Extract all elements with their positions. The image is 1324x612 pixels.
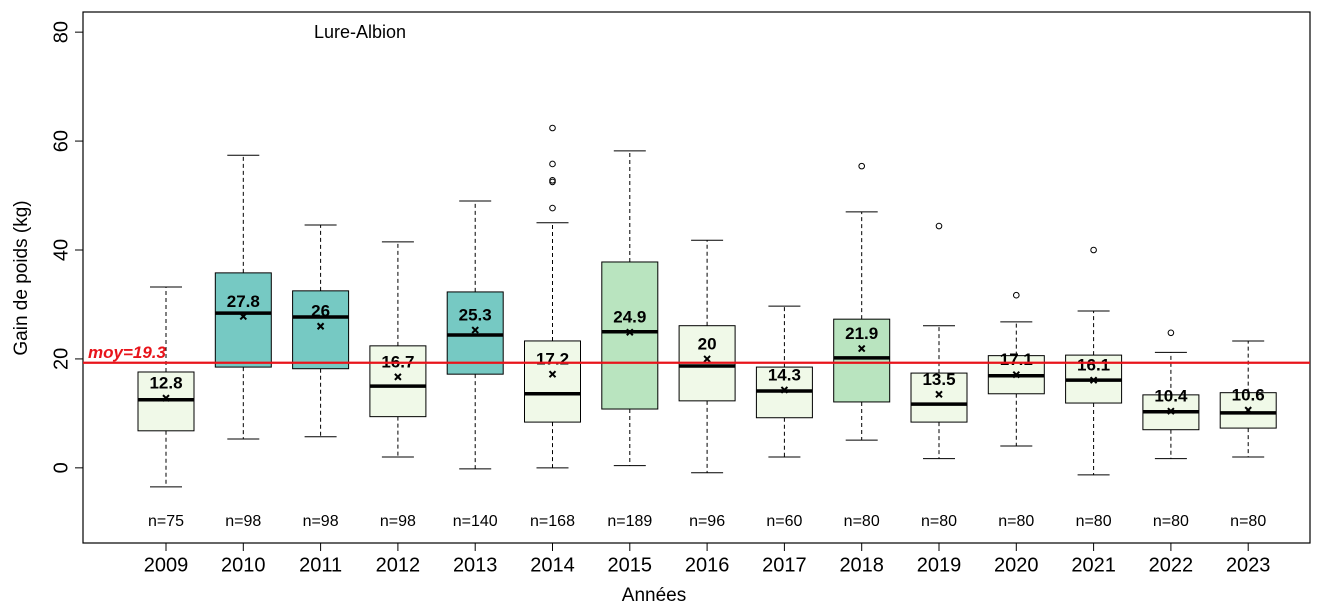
n-label: n=80 bbox=[1230, 513, 1266, 530]
outlier bbox=[1090, 246, 1097, 254]
x-tick-label: 2015 bbox=[608, 554, 653, 576]
n-label: n=80 bbox=[1076, 513, 1112, 530]
box bbox=[214, 272, 272, 368]
n-label: n=96 bbox=[689, 513, 725, 530]
x-tick-label: 2023 bbox=[1226, 554, 1271, 576]
outlier bbox=[1013, 291, 1020, 299]
mean-label: 16.1 bbox=[1077, 356, 1110, 375]
box bbox=[292, 290, 350, 370]
n-label: n=189 bbox=[607, 513, 652, 530]
outlier bbox=[549, 124, 556, 132]
overall-mean-label: moy=19.3 bbox=[88, 343, 167, 362]
mean-label: 20 bbox=[698, 334, 717, 353]
x-tick-label: 2016 bbox=[685, 554, 730, 576]
mean-marker bbox=[703, 355, 711, 363]
outlier bbox=[1167, 329, 1175, 337]
x-tick-label: 2009 bbox=[144, 554, 189, 576]
mean-marker bbox=[239, 312, 248, 321]
mean-marker bbox=[1012, 371, 1021, 379]
outlier bbox=[549, 204, 556, 212]
mean-marker bbox=[1167, 407, 1175, 415]
mean-label: 12.8 bbox=[149, 374, 182, 393]
n-label: n=98 bbox=[225, 513, 261, 530]
plot-frame bbox=[82, 11, 1311, 544]
mean-label: 27.8 bbox=[227, 292, 260, 311]
n-label: n=168 bbox=[530, 513, 575, 530]
mean-label: 25.3 bbox=[459, 306, 492, 325]
y-axis-label: Gain de poids (kg) bbox=[11, 200, 32, 355]
box bbox=[910, 372, 968, 423]
n-label: n=80 bbox=[1153, 513, 1189, 530]
x-tick-label: 2013 bbox=[453, 554, 498, 576]
mean-marker bbox=[780, 386, 789, 394]
box bbox=[833, 318, 891, 403]
y-tick-label: 0 bbox=[50, 462, 72, 473]
outlier bbox=[549, 176, 556, 184]
mean-marker bbox=[1244, 406, 1252, 414]
box bbox=[524, 340, 581, 423]
mean-label: 21.9 bbox=[845, 324, 878, 343]
y-tick-label: 40 bbox=[50, 239, 72, 261]
x-tick-label: 2017 bbox=[762, 554, 807, 576]
mean-label: 17.2 bbox=[536, 350, 569, 369]
n-label: n=98 bbox=[380, 513, 416, 530]
x-tick-label: 2021 bbox=[1071, 554, 1116, 576]
mean-label: 10.4 bbox=[1154, 387, 1188, 406]
n-label: n=80 bbox=[921, 513, 957, 530]
x-axis-label: Années bbox=[622, 585, 686, 606]
outlier bbox=[549, 160, 556, 168]
mean-marker bbox=[394, 373, 402, 381]
n-label: n=140 bbox=[453, 513, 498, 530]
mean-marker bbox=[626, 328, 634, 336]
n-label: n=60 bbox=[766, 513, 802, 530]
mean-label: 24.9 bbox=[613, 308, 646, 327]
chart-title: Lure-Albion bbox=[314, 22, 406, 42]
n-label: n=80 bbox=[844, 513, 880, 530]
mean-label: 13.5 bbox=[922, 370, 955, 389]
x-tick-label: 2022 bbox=[1149, 554, 1194, 576]
n-label: n=80 bbox=[998, 513, 1034, 530]
x-tick-label: 2018 bbox=[839, 554, 884, 576]
n-label: n=98 bbox=[303, 513, 339, 530]
mean-label: 26 bbox=[311, 302, 330, 321]
mean-marker bbox=[935, 390, 943, 399]
mean-marker bbox=[857, 344, 866, 353]
x-tick-label: 2020 bbox=[994, 554, 1039, 576]
mean-marker bbox=[316, 322, 325, 330]
x-tick-label: 2012 bbox=[376, 554, 421, 576]
mean-label: 10.6 bbox=[1232, 386, 1265, 405]
y-tick-label: 80 bbox=[50, 21, 72, 43]
mean-marker bbox=[471, 326, 479, 334]
box bbox=[369, 345, 427, 418]
x-tick-label: 2014 bbox=[530, 554, 575, 576]
mean-marker bbox=[548, 370, 557, 378]
y-tick-label: 20 bbox=[50, 348, 72, 370]
box bbox=[601, 261, 659, 410]
box bbox=[446, 291, 504, 375]
mean-label: 14.3 bbox=[768, 365, 801, 384]
y-tick-label: 60 bbox=[50, 130, 72, 152]
mean-marker bbox=[1089, 376, 1098, 384]
x-tick-label: 2010 bbox=[221, 554, 266, 576]
n-label: n=75 bbox=[148, 513, 184, 530]
mean-label: 17.1 bbox=[1000, 350, 1033, 369]
outlier bbox=[858, 162, 866, 170]
mean-marker bbox=[162, 394, 170, 402]
x-tick-label: 2011 bbox=[299, 554, 342, 576]
outlier bbox=[935, 222, 943, 230]
x-tick-label: 2019 bbox=[917, 554, 962, 576]
